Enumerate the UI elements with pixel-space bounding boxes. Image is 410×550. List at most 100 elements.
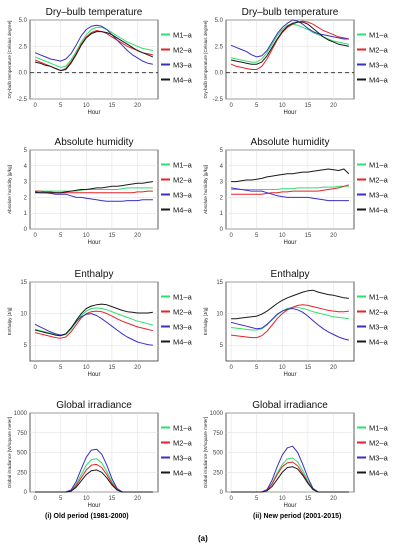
legend-label: M2–a	[369, 308, 389, 317]
series-line-M1–a	[231, 306, 349, 331]
chart-humidity_old: Absolute humidity 0 5 10 15 20 0 1 2 3 4 5 Hour Absol…	[7, 137, 193, 246]
y-tick-label: 4	[24, 164, 28, 170]
y-tick-label: 750	[17, 431, 28, 437]
series-line-M3–a	[231, 187, 349, 202]
series-line-M2–a	[34, 310, 154, 339]
legend-label: M3–a	[369, 323, 389, 332]
x-tick-label: 0	[33, 233, 37, 239]
series-line-M4–a	[34, 31, 154, 72]
chart-irradiance_old: Global irradiance 0 5 10 15 20 0 250 500 750 1000 H…	[7, 400, 193, 509]
x-axis-label: Hour	[87, 240, 100, 246]
series-line-M2–a	[230, 20, 350, 70]
legend-label: M1–a	[173, 424, 193, 433]
chart-title: Global irradiance	[252, 400, 328, 411]
x-axis-label: Hour	[283, 240, 296, 246]
x-tick-label: 10	[279, 496, 286, 502]
y-tick-label: 750	[213, 431, 224, 437]
y-tick-label: 5.0	[19, 18, 28, 24]
series-line-M2–a	[231, 184, 350, 195]
y-tick-label: 1	[24, 211, 28, 217]
y-tick-label: 3	[220, 180, 224, 186]
series-line-M3–a	[230, 308, 350, 341]
x-tick-label: 0	[229, 365, 233, 371]
y-tick-label: 15	[216, 280, 223, 286]
y-tick-label: 10	[20, 312, 27, 318]
legend-label: M1–a	[369, 424, 389, 433]
y-tick-label: 0.0	[19, 71, 28, 77]
x-tick-label: 20	[330, 103, 337, 109]
series-line-M4–a	[231, 466, 349, 493]
legend-label: M1–a	[173, 31, 193, 40]
chart-irradiance_new: Global irradiance 0 5 10 15 20 0 250 500 750 1000 H…	[203, 400, 389, 509]
x-tick-label: 20	[330, 496, 337, 502]
y-tick-label: 250	[213, 470, 224, 476]
x-tick-label: 15	[305, 365, 312, 371]
chart-title: Absolute humidity	[55, 137, 134, 148]
y-tick-label: 0	[220, 490, 224, 496]
legend-label: M4–a	[369, 338, 389, 347]
x-axis-label: Hour	[283, 503, 296, 509]
legend-label: M2–a	[369, 176, 389, 185]
y-tick-label: 0	[220, 227, 224, 233]
y-tick-label: 2	[24, 195, 28, 201]
series-line-M1–a	[34, 307, 154, 337]
y-tick-label: 2.5	[19, 44, 28, 50]
y-tick-label: 2	[220, 195, 224, 201]
series-line-M3–a	[35, 191, 153, 202]
legend-label: M1–a	[369, 31, 389, 40]
y-tick-label: 0	[24, 490, 28, 496]
x-tick-label: 20	[134, 103, 141, 109]
plot-area	[225, 281, 355, 362]
legend-label: M4–a	[369, 76, 389, 85]
y-tick-label: -2.5	[213, 97, 224, 103]
chart-title: Enthalpy	[75, 269, 114, 280]
y-tick-label: 15	[20, 280, 27, 286]
legend-label: M2–a	[173, 308, 193, 317]
chart-humidity_new: Absolute humidity 0 5 10 15 20 0 1 2 3 4 5 Hour Absol…	[203, 137, 389, 246]
caption-old-period: (i) Old period (1981-2000)	[45, 513, 129, 520]
x-tick-label: 10	[279, 365, 286, 371]
x-tick-label: 5	[255, 103, 259, 109]
series-line-M1–a	[231, 185, 349, 190]
x-tick-label: 15	[109, 233, 116, 239]
y-tick-label: 5.0	[215, 18, 224, 24]
figure-label: (a)	[198, 534, 208, 543]
legend-label: M3–a	[173, 323, 193, 332]
y-tick-label: 1000	[14, 411, 28, 417]
y-tick-label: 5	[24, 343, 28, 349]
series-line-M3–a	[34, 24, 153, 65]
legend-label: M2–a	[369, 46, 389, 55]
y-tick-label: 5	[220, 343, 224, 349]
x-tick-label: 15	[109, 365, 116, 371]
y-tick-label: 500	[213, 451, 224, 457]
caption-new-period: (ii) New period (2001-2015)	[253, 513, 342, 520]
legend-label: M4–a	[173, 206, 193, 215]
legend-label: M1–a	[173, 161, 193, 170]
series-line-M3–a	[230, 19, 349, 58]
plot-area	[29, 281, 159, 362]
x-axis-label: Hour	[283, 110, 296, 116]
chart-enthalpy_old: Enthalpy 0 5 10 15 20 5 10 15 Hour Enthalpy [J/g] M…	[7, 269, 193, 378]
series-line-M4–a	[230, 21, 349, 65]
x-tick-label: 20	[330, 233, 337, 239]
x-tick-label: 15	[109, 496, 116, 502]
x-tick-label: 5	[255, 365, 259, 371]
x-tick-label: 10	[83, 496, 90, 502]
x-tick-label: 15	[305, 233, 312, 239]
x-axis-label: Hour	[87, 503, 100, 509]
y-axis-label: Enthalpy [J/g]	[7, 308, 12, 336]
legend-label: M1–a	[369, 293, 389, 302]
series-line-M4–a	[34, 303, 153, 337]
legend-label: M4–a	[173, 338, 193, 347]
x-tick-label: 15	[109, 103, 116, 109]
series-line-M4–a	[35, 181, 153, 194]
plot-area	[225, 19, 355, 100]
chart-title: Global irradiance	[56, 400, 132, 411]
x-tick-label: 15	[305, 496, 312, 502]
series-line-M4–a	[35, 469, 153, 493]
y-tick-label: 0.0	[215, 71, 224, 77]
x-tick-label: 0	[229, 103, 233, 109]
x-tick-label: 10	[83, 365, 90, 371]
y-tick-label: 3	[24, 180, 28, 186]
